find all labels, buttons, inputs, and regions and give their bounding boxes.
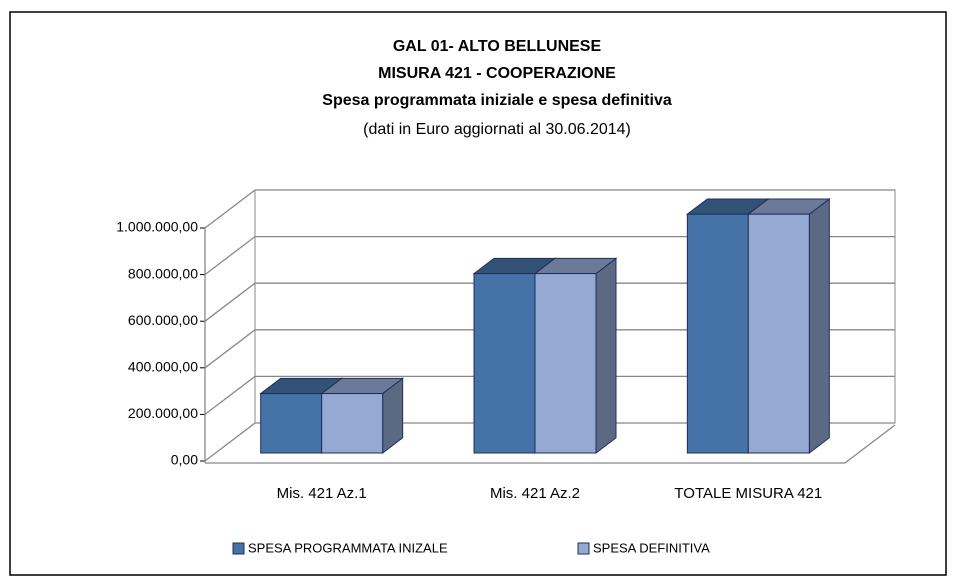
- bar: [260, 393, 323, 454]
- grid-line: [204, 329, 895, 369]
- y-tick-label: 200.000,00: [128, 405, 198, 421]
- chart-title: GAL 01- ALTO BELLUNESE: [393, 38, 602, 55]
- chart-subtitle: Spesa programmata iniziale e spesa defin…: [322, 92, 672, 109]
- bar: [321, 393, 384, 454]
- floor: [205, 424, 896, 464]
- bar: [473, 273, 536, 454]
- grid-line: [204, 282, 895, 322]
- chart-subtitle: MISURA 421 - COOPERAZIONE: [378, 65, 616, 82]
- y-tick-label: 800.000,00: [128, 265, 198, 281]
- legend-label: SPESA DEFINITIVA: [593, 540, 710, 555]
- bar: [686, 213, 749, 454]
- y-tick-label: 400.000,00: [128, 359, 198, 375]
- grid-line: [204, 422, 895, 462]
- bar: [747, 213, 810, 454]
- y-tick-label: 600.000,00: [128, 312, 198, 328]
- grid-line: [204, 235, 895, 276]
- y-tick-label: 1.000.000,00: [116, 219, 198, 235]
- x-tick-label: Mis. 421 Az.2: [490, 485, 580, 502]
- bar-side: [595, 257, 617, 455]
- grid-line: [204, 189, 895, 229]
- chart-note: (dati in Euro aggiornati al 30.06.2014): [363, 121, 631, 138]
- bar-side: [808, 197, 830, 455]
- x-tick-label: Mis. 421 Az.1: [277, 485, 367, 502]
- y-tick-label: 0,00: [171, 452, 198, 468]
- legend-swatch: [232, 542, 245, 555]
- legend-swatch: [577, 542, 590, 555]
- grid-line: [204, 375, 895, 415]
- x-tick-label: TOTALE MISURA 421: [674, 485, 822, 502]
- bar: [534, 273, 597, 454]
- legend-label: SPESA PROGRAMMATA INIZALE: [248, 540, 448, 555]
